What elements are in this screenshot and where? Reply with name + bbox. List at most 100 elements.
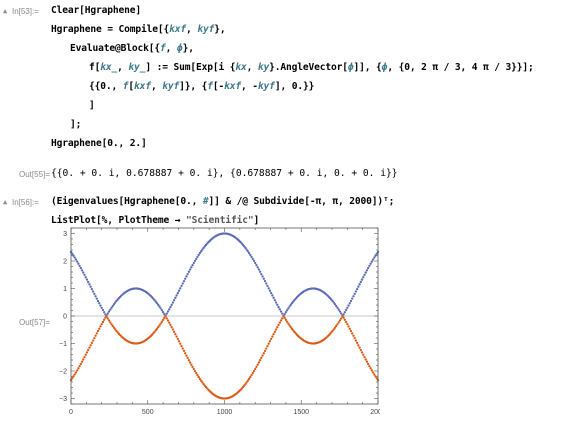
data-point-lower xyxy=(154,329,157,332)
code-text: ]], { xyxy=(353,62,382,73)
data-point-upper xyxy=(200,250,203,253)
data-point-lower xyxy=(78,364,81,368)
output-text[interactable]: {{0. + 0. i, 0.678887 + 0. i}, {0.678887… xyxy=(51,168,398,179)
data-point-lower xyxy=(164,315,167,318)
data-point-upper xyxy=(268,289,272,292)
data-point-lower xyxy=(358,346,361,349)
data-point-lower xyxy=(191,365,194,369)
data-point-lower xyxy=(99,325,102,328)
data-point-lower xyxy=(268,340,272,343)
data-point-lower xyxy=(283,316,286,319)
y-tick-label: −2 xyxy=(59,369,67,376)
data-point-upper xyxy=(358,283,361,286)
data-point-upper xyxy=(249,253,252,257)
code-line[interactable]: Clear[Hgraphene] xyxy=(51,5,141,16)
data-point-upper xyxy=(106,312,109,315)
data-point-upper xyxy=(271,294,274,297)
data-point-upper xyxy=(75,260,79,263)
data-point-upper xyxy=(107,310,111,313)
data-point-lower xyxy=(266,344,269,348)
code-line[interactable]: ListPlot[%, PlotTheme → "Scientific"] xyxy=(51,215,259,226)
data-point-lower xyxy=(267,342,270,345)
code-line[interactable]: (Eigenvalues[Hgraphene[0., #]] & /@ Subd… xyxy=(51,196,394,207)
data-point-lower xyxy=(73,373,76,376)
data-point-lower xyxy=(359,348,362,352)
data-point-lower xyxy=(254,367,257,371)
x-tick-label: 1000 xyxy=(217,409,233,416)
data-point-lower xyxy=(198,377,202,381)
data-point-upper xyxy=(374,254,377,257)
data-point-lower xyxy=(196,373,199,377)
data-point-upper xyxy=(331,299,334,303)
data-point-lower xyxy=(157,326,160,329)
local-variable: kyf xyxy=(257,81,275,92)
data-point-lower xyxy=(155,327,159,330)
data-point-upper xyxy=(179,287,182,290)
data-point-lower xyxy=(159,322,162,325)
data-point-upper xyxy=(177,289,181,292)
data-point-upper xyxy=(163,313,166,316)
data-point-upper xyxy=(165,312,168,315)
code-line[interactable]: Evaluate@Block[{f, ϕ}, xyxy=(70,43,194,54)
code-text: ᵀ; xyxy=(382,196,395,207)
cell-collapse-arrow[interactable]: ▲ xyxy=(3,198,8,206)
data-point-upper xyxy=(336,306,339,309)
code-line[interactable]: Hgraphene[0., 2.] xyxy=(51,138,147,149)
data-point-lower xyxy=(349,329,353,333)
data-point-upper xyxy=(161,311,165,314)
code-line[interactable]: ]; xyxy=(70,119,81,130)
data-point-lower xyxy=(88,346,91,349)
code-text: f[ xyxy=(89,62,101,73)
data-point-lower xyxy=(101,320,105,324)
data-point-upper xyxy=(168,308,171,311)
data-point-lower xyxy=(354,339,358,342)
data-point-upper xyxy=(99,304,102,307)
code-line[interactable]: ] xyxy=(89,100,95,111)
data-point-lower xyxy=(340,317,343,320)
data-point-upper xyxy=(340,312,343,315)
data-point-lower xyxy=(363,355,366,359)
data-point-lower xyxy=(195,372,198,375)
data-point-lower xyxy=(98,327,101,330)
data-point-upper xyxy=(368,264,371,268)
data-point-upper xyxy=(369,262,372,265)
data-point-lower xyxy=(335,324,338,328)
data-point-lower xyxy=(288,324,291,327)
out55-label: Out[55]= xyxy=(19,170,50,179)
cell-collapse-arrow[interactable]: ▲ xyxy=(3,7,8,15)
data-point-upper xyxy=(110,306,113,309)
local-variable: kx xyxy=(235,62,247,73)
data-point-upper xyxy=(265,282,268,285)
data-point-lower xyxy=(174,333,177,336)
plot-points xyxy=(69,232,380,400)
data-point-upper xyxy=(352,295,355,298)
data-point-upper xyxy=(180,284,183,288)
code-line[interactable]: {{0., f[kxf, kyf]}, {f[-kxf, -kyf], 0.}} xyxy=(89,81,314,92)
data-point-lower xyxy=(364,358,367,361)
data-point-upper xyxy=(90,287,94,291)
code-line[interactable]: f[kx_, ky_] := Sum[Exp[i {kx, ky}.AngleV… xyxy=(89,62,534,73)
data-point-lower xyxy=(353,336,356,340)
data-point-lower xyxy=(336,323,339,326)
data-point-upper xyxy=(187,270,191,273)
data-point-lower xyxy=(201,381,204,384)
local-variable: f xyxy=(207,81,213,92)
code-text: ] xyxy=(89,100,95,111)
code-text: ]}, { xyxy=(179,81,208,92)
y-tick-label: −1 xyxy=(59,341,67,348)
data-point-upper xyxy=(182,279,186,283)
data-point-lower xyxy=(331,329,334,333)
list-plot[interactable]: 0 500 1000 1500 2000 −3 −2 −1 0 1 2 3 xyxy=(50,222,380,430)
data-point-lower xyxy=(256,363,259,366)
data-point-upper xyxy=(242,245,246,248)
data-point-lower xyxy=(260,356,263,360)
data-point-upper xyxy=(101,308,105,312)
code-line[interactable]: Hgraphene = Compile[{kxf, kyf}, xyxy=(51,24,226,35)
data-point-upper xyxy=(364,271,367,274)
data-point-upper xyxy=(94,295,97,298)
code-text: ]] & /@ Subdivide[-π, π, 2000]) xyxy=(208,196,384,207)
code-text: , - xyxy=(241,81,258,92)
data-point-lower xyxy=(170,326,173,329)
data-point-lower xyxy=(169,323,172,327)
string-literal: "Scientific" xyxy=(186,215,254,226)
